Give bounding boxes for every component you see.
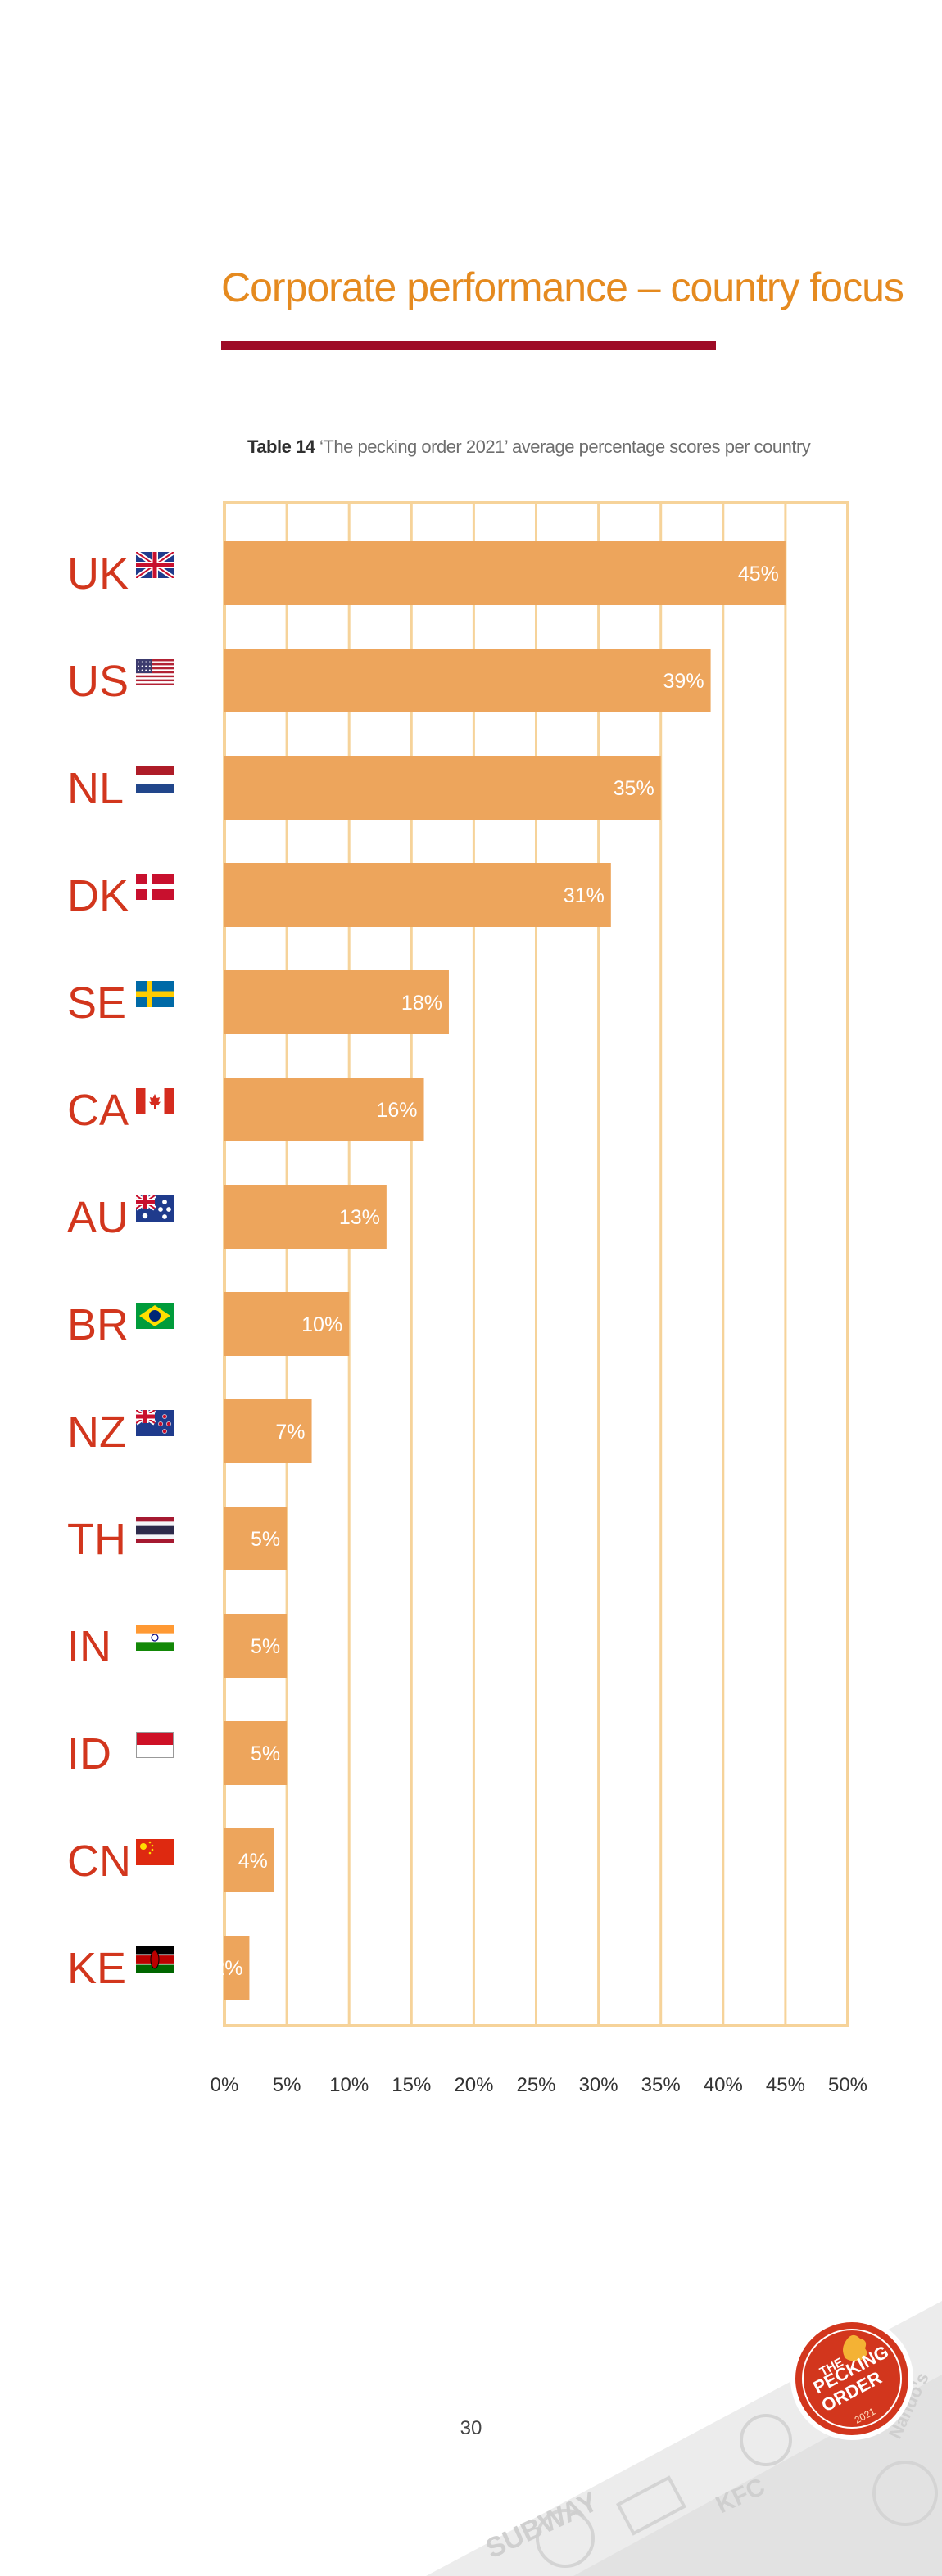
logo-text-pecking: PECKING [810,2341,892,2397]
bar-value-label: 5% [251,1528,280,1551]
bar [224,863,611,927]
bar-value-label: 16% [376,1099,417,1122]
bar [224,1614,288,1678]
bar-value-label: 18% [401,992,442,1015]
x-tick-label: 40% [704,2074,743,2096]
x-tick-label: 5% [273,2074,301,2096]
bar-chart: 45%39%35%31%18%16%13%10%7%5%5%5%4%2% UKU… [67,501,867,2096]
flag-ca-icon [136,1088,174,1114]
x-tick-label: 30% [579,2074,618,2096]
grid-lines [223,501,849,2027]
country-label: ID [67,1729,111,1778]
bar [224,1399,312,1463]
bar [224,541,786,605]
x-tick-label: 15% [392,2074,431,2096]
bar [224,1721,288,1785]
country-label: CN [67,1837,131,1886]
country-label: UK [67,549,129,599]
flag-nl-icon [136,766,174,793]
bar-value-label: 39% [663,670,704,693]
x-tick-label: 50% [828,2074,867,2096]
bars: 45% 39% 35% 31% 18% 16% 13% 10% 7% 5% 5% 5% 4% 2% [213,541,786,2000]
caption-label: Table 14 [247,436,315,457]
country-label: NL [67,764,124,813]
title-underline [221,341,716,350]
bar [224,1078,424,1141]
bar [224,649,711,712]
country-label: IN [67,1622,111,1671]
bar-value-label: 31% [564,884,605,907]
chart-caption: Table 14 ‘The pecking order 2021’ averag… [247,436,811,458]
x-tick-label: 25% [516,2074,555,2096]
bar-value-label: 5% [251,1742,280,1765]
brand-collage-shade [573,2375,942,2576]
x-tick-label: 45% [766,2074,805,2096]
chicken-icon [843,2334,867,2361]
bar-value-label: 13% [339,1206,380,1229]
page-number: 30 [460,2417,482,2439]
country-label: SE [67,978,126,1028]
flag-cn-icon [136,1839,174,1865]
country-label: NZ [67,1408,126,1457]
country-label: CA [67,1086,129,1135]
country-label: BR [67,1300,129,1349]
flag-uk-icon [136,552,174,578]
logo-text-order: ORDER [818,2367,885,2416]
logo-text-the: THE [817,2355,845,2379]
country-label: KE [67,1944,126,1993]
flag-br-icon [136,1303,174,1329]
flag-id-icon [136,1732,174,1758]
flag-se-icon [136,981,174,1007]
bar [224,1936,250,2000]
bar-value-label: 2% [213,1957,242,1980]
bar [224,756,661,820]
flag-th-icon [136,1517,174,1543]
flag-us-icon [136,659,174,685]
x-axis-ticks: 0% 5% 10% 15% 20% 25% 30% 35% 40% 45% 50% [211,2074,867,2096]
x-tick-label: 0% [211,2074,239,2096]
country-label: US [67,657,129,706]
page-title: Corporate performance – country focus [221,264,904,310]
x-tick-label: 10% [329,2074,369,2096]
flag-in-icon [136,1625,174,1651]
bar [224,1292,350,1356]
bar [224,1507,288,1570]
bar-value-label: 45% [738,563,779,585]
country-label: DK [67,871,129,920]
bar-value-label: 4% [238,1850,268,1873]
bar [224,1828,274,1892]
bar [224,1185,387,1249]
flag-nz-icon [136,1410,174,1436]
collage-brand-name: SUBWAY [481,2486,603,2565]
flag-dk-icon [136,874,174,900]
flag-ke-icon [136,1946,174,1973]
x-tick-label: 20% [454,2074,493,2096]
collage-brand-name: KFC [712,2473,769,2519]
bar-value-label: 10% [301,1313,342,1336]
x-tick-label: 35% [641,2074,681,2096]
bar-value-label: 5% [251,1635,280,1658]
bar-value-label: 35% [614,777,654,800]
country-label: TH [67,1515,126,1564]
flag-au-icon [136,1195,174,1222]
bar [224,970,449,1034]
category-labels: UK US NL DK SE CA AU BR NZ TH IN ID CN KE [67,549,174,1993]
bar-value-label: 7% [275,1421,305,1444]
country-label: AU [67,1193,129,1242]
caption-text: ‘The pecking order 2021’ average percent… [319,436,811,457]
